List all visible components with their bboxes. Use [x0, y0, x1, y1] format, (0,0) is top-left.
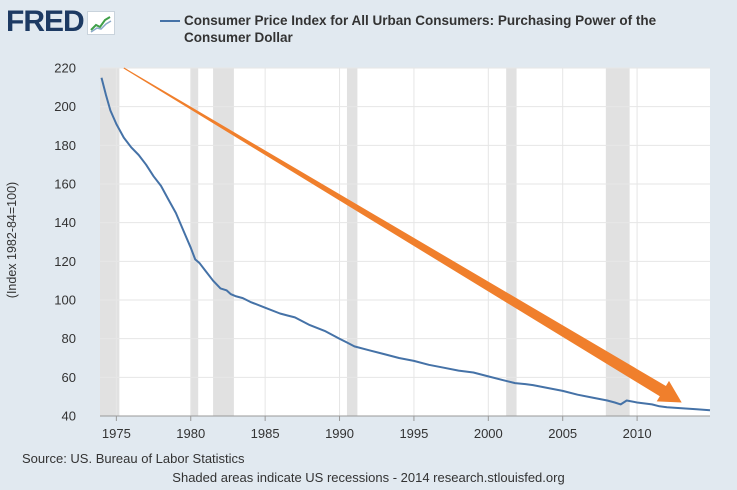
x-tick-label: 1995 — [399, 426, 428, 441]
trend-chart-icon — [86, 11, 115, 35]
x-tick-label: 2005 — [548, 426, 577, 441]
y-tick-label: 220 — [54, 61, 76, 76]
x-tick-label: 1975 — [102, 426, 131, 441]
y-tick-label: 80 — [62, 331, 76, 346]
series-line — [100, 77, 711, 412]
recession-band — [190, 68, 199, 416]
y-tick-label: 140 — [54, 215, 76, 230]
y-tick-label: 180 — [54, 138, 76, 153]
fred-logo[interactable]: FRED — [6, 6, 115, 38]
y-tick-label: 120 — [54, 254, 76, 269]
x-tick-label: 2010 — [623, 426, 652, 441]
source-text: Source: US. Bureau of Labor Statistics — [22, 451, 245, 466]
y-tick-label: 100 — [54, 293, 76, 308]
x-tick-label: 1990 — [325, 426, 354, 441]
recession-band — [605, 68, 630, 416]
chart-legend: Consumer Price Index for All Urban Consu… — [160, 12, 720, 46]
y-tick-label: 40 — [62, 409, 76, 424]
x-tick-label: 2000 — [474, 426, 503, 441]
recession-band — [346, 68, 358, 416]
x-tick-label: 1985 — [251, 426, 280, 441]
chart-title: Consumer Price Index for All Urban Consu… — [184, 13, 657, 45]
fred-logo-text: FRED — [6, 5, 85, 38]
recession-band — [506, 68, 517, 416]
trend-arrow — [123, 67, 682, 403]
recession-note: Shaded areas indicate US recessions - 20… — [172, 470, 565, 485]
recession-bands — [100, 68, 630, 416]
y-tick-label: 60 — [62, 370, 76, 385]
series-layer — [100, 77, 711, 412]
annotation-layer — [123, 67, 682, 403]
x-tick-label: 1980 — [176, 426, 205, 441]
recession-band — [100, 68, 120, 416]
axis-layer: 40 60 80 100 120 140 160 180 200 220 1975 1980 1985 1… — [54, 61, 710, 441]
legend-swatch — [160, 20, 180, 22]
y-tick-label: 200 — [54, 99, 76, 114]
recession-band — [213, 68, 234, 416]
y-tick-label: 160 — [54, 177, 76, 192]
